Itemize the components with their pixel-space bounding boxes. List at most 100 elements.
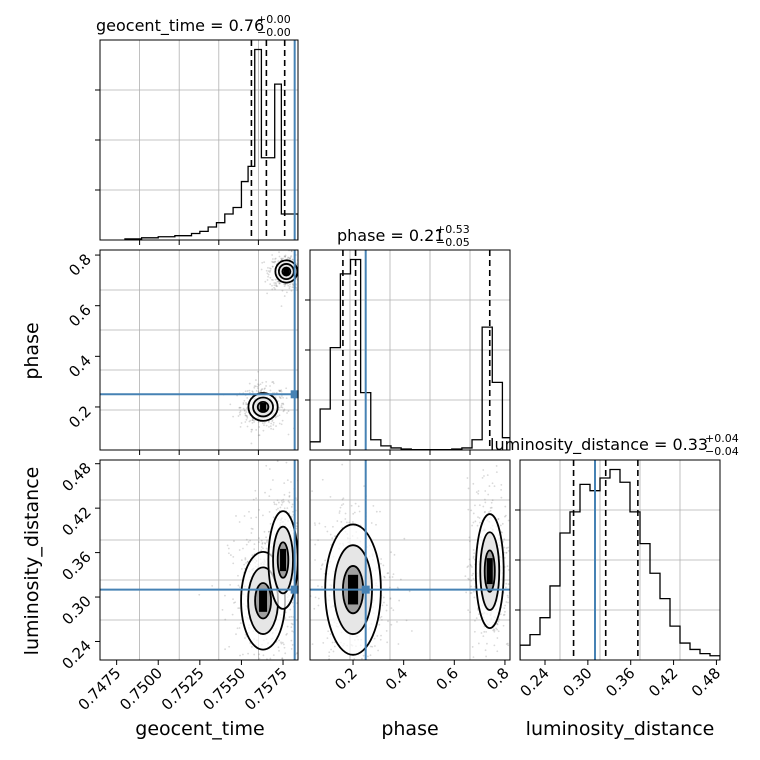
- phase-vs-geocent_time-sample-point: [257, 390, 260, 393]
- phase-vs-geocent_time-sample-point: [272, 428, 275, 431]
- phase-vs-geocent_time-sample-point: [283, 408, 286, 411]
- phase-vs-geocent_time-density-peak: [283, 267, 290, 276]
- luminosity_distance-vs-phase-sample-point: [499, 613, 502, 616]
- luminosity_distance-vs-phase-sample-point: [314, 559, 316, 561]
- luminosity_distance-vs-phase-sample-point: [495, 663, 497, 665]
- luminosity_distance-vs-geocent_time-sample-point: [312, 575, 314, 577]
- luminosity_distance-vs-phase-sample-point: [499, 524, 502, 527]
- luminosity_distance-vs-geocent_time-xtick-label: 0.7525: [158, 664, 208, 714]
- luminosity_distance-vs-phase-sample-point: [382, 676, 384, 678]
- luminosity_distance-vs-geocent_time-sample-point: [227, 552, 230, 555]
- luminosity_distance-vs-phase-sample-point: [471, 524, 473, 527]
- luminosity_distance-vs-phase-sample-point: [504, 505, 507, 508]
- luminosity_distance-vs-phase-sample-point: [324, 672, 326, 674]
- luminosity_distance-vs-phase-sample-point: [300, 511, 302, 513]
- luminosity_distance-vs-phase-sample-point: [497, 518, 500, 521]
- luminosity_distance-vs-phase-sample-point: [374, 700, 376, 702]
- luminosity_distance-vs-geocent_time-sample-point: [245, 538, 248, 541]
- phase-vs-geocent_time-sample-point: [271, 265, 274, 268]
- phase-vs-geocent_time-sample-point: [245, 415, 248, 417]
- luminosity_distance-vs-geocent_time-sample-point: [248, 510, 250, 513]
- phase-vs-geocent_time-sample-point: [280, 389, 283, 392]
- phase-vs-geocent_time-sample-point: [254, 419, 256, 422]
- phase-vs-geocent_time-sample-point: [271, 419, 274, 421]
- phase-vs-geocent_time-panel: 0.2 0.4 0.6 0.8: [65, 249, 306, 455]
- luminosity-distance-title: luminosity_distance = 0.33: [490, 435, 708, 455]
- geocent-time-title-minus: −0.00: [257, 26, 291, 39]
- luminosity_distance-vs-phase-sample-point: [396, 621, 398, 623]
- luminosity_distance-vs-phase-sample-point: [382, 661, 384, 663]
- luminosity_distance-vs-phase-sample-point: [467, 508, 470, 511]
- luminosity_distance-vs-phase-sample-point: [500, 496, 503, 499]
- phase-vs-geocent_time-sample-point: [261, 381, 264, 384]
- luminosity_distance-vs-geocent_time-sample-point: [262, 654, 265, 657]
- luminosity_distance-vs-geocent_time-sample-point: [283, 493, 286, 496]
- phase-vs-geocent_time-sample-point: [253, 421, 255, 423]
- luminosity_distance-vs-phase-sample-point: [485, 660, 487, 662]
- luminosity_distance-vs-phase-sample-point: [505, 551, 508, 554]
- luminosity_distance-vs-geocent_time-frame: [99, 459, 299, 661]
- luminosity_distance-vs-phase-sample-point: [467, 565, 470, 568]
- luminosity_distance-vs-phase-sample-point: [492, 629, 495, 632]
- luminosity_distance-vs-phase-sample-point: [361, 685, 363, 687]
- phase-vs-geocent_time-sample-point: [245, 403, 248, 406]
- phase-vs-geocent_time-sample-point: [299, 262, 301, 264]
- luminosity_distance-vs-geocent_time-sample-point: [299, 540, 301, 542]
- luminosity_distance-vs-phase-sample-point: [505, 547, 508, 549]
- luminosity_distance-vs-geocent_time-sample-point: [299, 564, 301, 566]
- luminosity_distance-vs-phase-sample-point: [336, 520, 339, 522]
- luminosity_distance-vs-phase-sample-point: [331, 641, 334, 644]
- phase-vs-geocent_time-sample-point: [287, 410, 290, 413]
- luminosity_distance-vs-phase-sample-point: [322, 642, 325, 644]
- luminosity_distance-vs-geocent_time-sample-point: [238, 627, 241, 629]
- phase-vs-geocent_time-sample-point: [265, 269, 268, 272]
- luminosity_distance-vs-phase-sample-point: [379, 616, 381, 619]
- luminosity_distance-vs-geocent_time-sample-point: [275, 503, 278, 506]
- luminosity_distance-vs-geocent_time-sample-point: [272, 654, 275, 657]
- luminosity_distance-vs-phase-sample-point: [324, 559, 327, 562]
- luminosity_distance-vs-phase-sample-point: [473, 596, 476, 599]
- luminosity_distance-vs-phase-sample-point: [386, 451, 388, 453]
- phase-vs-geocent_time-truth-marker: [290, 390, 299, 399]
- luminosity_distance-vs-geocent_time-sample-point: [264, 670, 266, 672]
- phase-vs-geocent_time-sample-point: [239, 425, 242, 428]
- luminosity_distance-vs-phase-sample-point: [357, 672, 359, 674]
- luminosity_distance-vs-phase-sample-point: [487, 701, 489, 703]
- luminosity_distance-vs-phase-sample-point: [338, 512, 341, 514]
- luminosity_distance-vs-geocent_time-sample-point: [241, 711, 243, 713]
- phase-vs-geocent_time-sample-point: [274, 278, 277, 281]
- phase-ylabel: phase: [21, 322, 43, 379]
- phase-vs-geocent_time-sample-point: [269, 283, 272, 286]
- phase-vs-geocent_time-sample-point: [292, 283, 295, 286]
- phase-vs-geocent_time-sample-point: [252, 419, 255, 422]
- luminosity_distance-vs-phase-xtick-label: 0.6: [433, 664, 463, 694]
- luminosity_distance-vs-phase-sample-point: [512, 590, 514, 592]
- luminosity_distance-vs-phase-sample-point: [492, 628, 495, 631]
- phase-vs-geocent_time-sample-point: [300, 280, 302, 282]
- luminosity_distance-vs-phase-sample-point: [478, 504, 481, 507]
- phase-vs-geocent_time-sample-point: [284, 283, 287, 286]
- phase-vs-geocent_time-sample-point: [251, 419, 254, 421]
- phase-vs-geocent_time-sample-point: [283, 285, 286, 288]
- luminosity_distance-vs-phase-sample-point: [338, 510, 341, 513]
- luminosity_distance-vs-phase-sample-point: [483, 511, 486, 514]
- luminosity_distance-vs-geocent_time-sample-point: [281, 657, 284, 660]
- luminosity_distance-vs-phase-sample-point: [477, 516, 479, 519]
- luminosity_distance-vs-phase-sample-point: [328, 655, 331, 657]
- phase-vs-geocent_time-sample-point: [275, 415, 277, 418]
- luminosity_distance-vs-geocent_time-sample-point: [265, 464, 268, 467]
- luminosity_distance-vs-geocent_time-sample-point: [301, 537, 303, 539]
- phase-vs-geocent_time-sample-point: [237, 415, 240, 417]
- phase-vs-geocent_time-sample-point: [287, 433, 290, 436]
- luminosity_distance-vs-phase-sample-point: [475, 491, 478, 494]
- luminosity_distance-vs-phase-sample-point: [470, 579, 473, 582]
- luminosity_distance-vs-geocent_time-sample-point: [253, 653, 256, 656]
- luminosity_distance-vs-geocent_time-sample-point: [280, 642, 283, 645]
- luminosity_distance-vs-phase-sample-point: [279, 483, 281, 485]
- phase-vs-geocent_time-sample-point: [304, 276, 306, 278]
- luminosity_distance-vs-geocent_time-sample-point: [280, 503, 283, 506]
- phase-vs-geocent_time-sample-point: [302, 276, 304, 278]
- luminosity-distance-marginal-xtick-label: 0.30: [559, 664, 595, 700]
- luminosity_distance-vs-phase-frame: [309, 459, 511, 661]
- phase-vs-geocent_time-sample-point: [240, 422, 243, 424]
